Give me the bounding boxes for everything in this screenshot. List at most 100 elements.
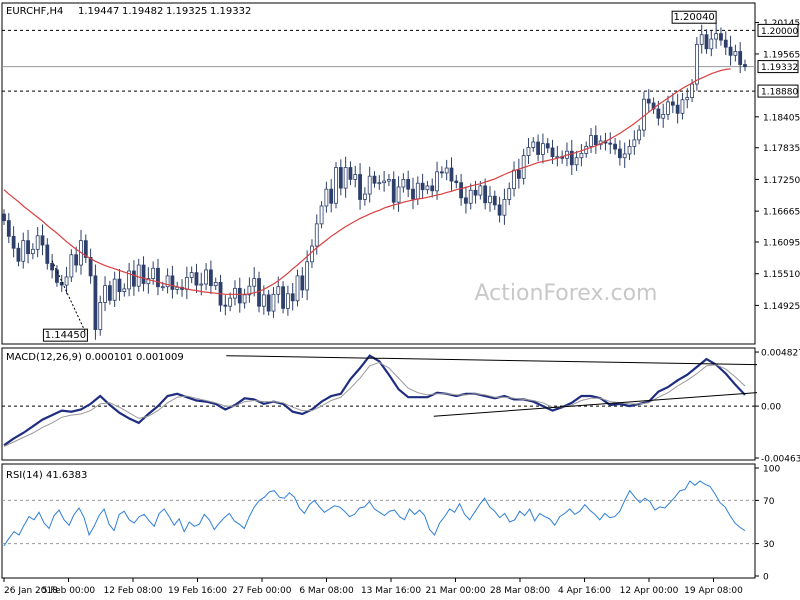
candle-body: [175, 286, 180, 290]
candle-body: [738, 51, 743, 65]
price-tick-label: 1.17835: [763, 144, 800, 154]
candle-body: [2, 213, 6, 222]
candle-body: [666, 101, 670, 115]
candle-body: [444, 167, 449, 174]
macd-trendline-1: [433, 392, 758, 417]
time-tick-label: 13 Mar 16:00: [361, 586, 421, 596]
candle-body: [661, 113, 666, 119]
candle-body: [233, 287, 237, 299]
symbol-label: EURCHF,H4: [6, 6, 63, 17]
candle-body: [165, 275, 170, 288]
candle-body: [156, 267, 160, 288]
price-tick-label: 1.16665: [763, 208, 800, 218]
candle-body: [719, 33, 723, 41]
axis-layer: 1.201451.195651.184051.178351.172501.166…: [3, 19, 800, 596]
macd-tick-label: 0.004827: [761, 349, 800, 359]
candle-body: [45, 244, 50, 264]
candle-body: [189, 272, 194, 278]
moving-average-line: [3, 68, 731, 295]
candle-body: [420, 182, 425, 191]
current-price-label: 1.19332: [761, 63, 798, 73]
candle-body: [204, 269, 208, 285]
candle-body: [16, 247, 21, 262]
candle-body: [435, 171, 439, 192]
candle-body: [93, 275, 98, 330]
candle-body: [358, 174, 362, 200]
time-tick-label: 12 Feb 08:00: [103, 586, 162, 596]
time-tick-label: 28 Mar 08:00: [490, 586, 550, 596]
candle-body: [247, 285, 252, 296]
level-label-0: 1.20000: [761, 27, 798, 37]
candle-body: [83, 240, 88, 258]
time-tick-label: 27 Feb 00:00: [232, 586, 291, 596]
price-tick-label: 1.17250: [763, 176, 800, 186]
candle-body: [151, 267, 156, 279]
candle-body: [377, 182, 382, 185]
price-tick-label: 1.15510: [763, 270, 800, 280]
candle-body: [685, 97, 690, 101]
rsi-tick-label: 30: [763, 540, 775, 550]
current-price-label-box: [757, 60, 799, 74]
candle-body: [699, 34, 704, 45]
candle-body: [574, 157, 579, 166]
price-tick-label: 1.16095: [763, 239, 800, 249]
time-tick-label: 19 Feb 16:00: [168, 586, 227, 596]
candle-body: [194, 272, 199, 286]
macd-tick-label: -0.004632: [761, 455, 800, 465]
candle-body: [728, 46, 733, 56]
candle-body: [545, 143, 550, 149]
candle-body: [627, 145, 632, 155]
low-annotation: 1.14450: [45, 330, 86, 341]
candle-body: [406, 179, 411, 190]
candle-body: [613, 143, 617, 150]
rsi-tick-label: 0: [763, 573, 769, 583]
candle-body: [117, 278, 122, 293]
level-label-1: 1.18880: [761, 88, 798, 98]
candle-body: [362, 193, 367, 200]
time-tick-label: 21 Mar 00:00: [425, 586, 485, 596]
candle-body: [550, 147, 555, 158]
candle-body: [329, 188, 334, 204]
candle-body: [242, 294, 247, 304]
time-tick-label: 4 Apr 16:00: [558, 586, 611, 596]
price-tick-label: 1.14925: [763, 302, 800, 312]
candle-body: [723, 39, 728, 48]
macd-trendline-0: [226, 355, 758, 366]
rsi-tick-label: 100: [763, 465, 780, 475]
candle-body: [512, 169, 516, 190]
rsi-tick-label: 70: [763, 497, 775, 507]
candle-body: [343, 167, 348, 189]
candle-body: [709, 38, 714, 50]
candle-body: [430, 185, 435, 192]
candle-body: [223, 304, 228, 307]
candle-body: [127, 270, 132, 290]
candle-body: [608, 142, 613, 145]
level-label-1-box: [757, 84, 799, 98]
candle-body: [743, 64, 747, 68]
macd-tick-label: 0.00: [761, 403, 781, 413]
candle-body: [391, 179, 396, 203]
candle-body: [387, 179, 391, 182]
macd-title: MACD(12,26,9) 0.000101 0.001009: [6, 352, 184, 363]
rsi-title: RSI(14) 41.6383: [6, 470, 87, 481]
candle-body: [401, 179, 406, 188]
level-label-0-box: [757, 23, 799, 37]
time-tick-label: 19 Apr 08:00: [684, 586, 743, 596]
candle-body: [646, 98, 651, 104]
time-tick-label: 12 Apr 00:00: [620, 586, 679, 596]
candle-body: [541, 143, 545, 155]
candle-body: [314, 223, 319, 247]
candle-body: [300, 275, 305, 291]
candle-body: [569, 150, 574, 166]
candle-body: [694, 44, 699, 85]
low-value: 1.19325: [166, 6, 207, 17]
price-tick-label: 1.19565: [763, 50, 800, 60]
candle-body: [690, 83, 694, 98]
candle-body: [295, 275, 300, 302]
candle-body: [593, 135, 598, 146]
candle-body: [680, 99, 685, 114]
price-layer: 1.20040 1.14450: [2, 10, 755, 342]
candle-body: [160, 286, 165, 289]
candle-body: [536, 141, 540, 155]
